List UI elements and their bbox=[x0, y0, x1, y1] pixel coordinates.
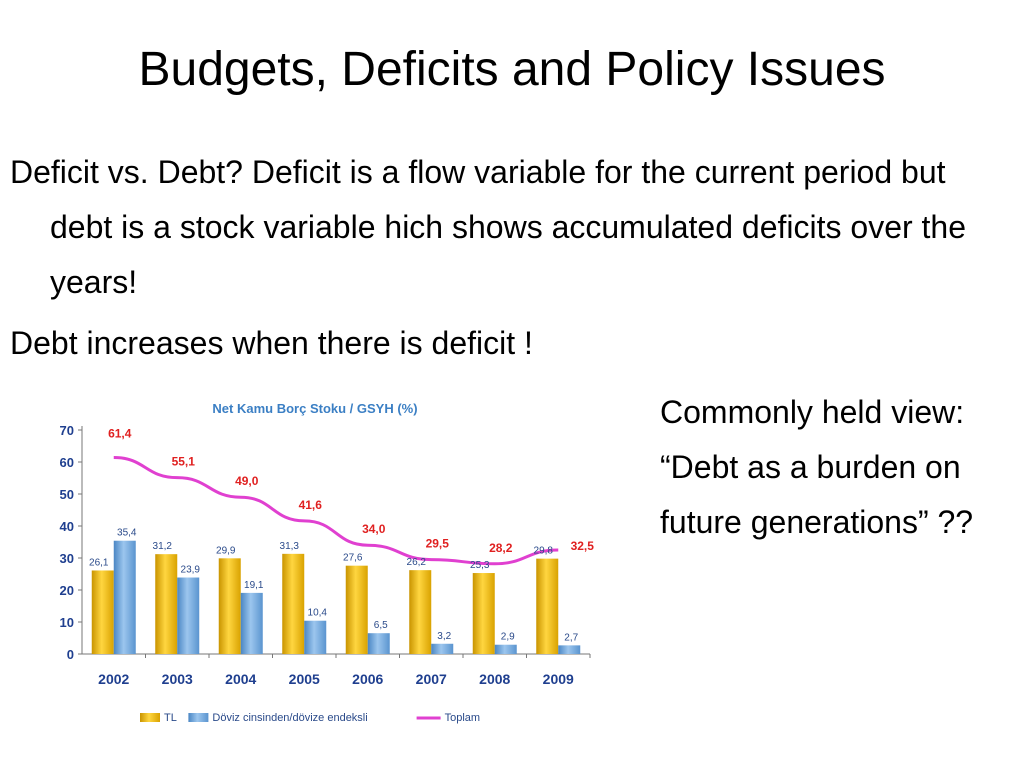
bar-d-viz-cinsinden-d-vize-endeksli bbox=[113, 540, 136, 654]
bar-value-label: 2,7 bbox=[564, 632, 578, 643]
bar-value-label: 29,8 bbox=[534, 546, 554, 557]
bar-d-viz-cinsinden-d-vize-endeksli bbox=[431, 643, 454, 654]
bar-d-viz-cinsinden-d-vize-endeksli bbox=[240, 592, 263, 654]
y-tick-label: 40 bbox=[60, 519, 74, 534]
chart-data-labels: 26,1 31,2 29,9 31,3 27,6 26,2 25,3 29,8 35,4 23,9… bbox=[89, 427, 594, 644]
x-tick-label: 2008 bbox=[479, 671, 510, 687]
legend-label: Toplam bbox=[445, 712, 480, 724]
bullet-list: Deficit vs. Debt? Deficit is a flow vari… bbox=[10, 145, 1010, 377]
bar-value-label: 26,1 bbox=[89, 557, 109, 568]
bar-value-label: 31,3 bbox=[280, 541, 300, 552]
line-value-label: 29,5 bbox=[426, 537, 450, 551]
line-value-label: 41,6 bbox=[299, 498, 323, 512]
bullet-deficit-vs-debt: Deficit vs. Debt? Deficit is a flow vari… bbox=[10, 154, 967, 300]
bar-tl bbox=[282, 553, 305, 654]
legend-swatch bbox=[188, 713, 209, 722]
bar-value-label: 3,2 bbox=[437, 631, 451, 642]
chart-legend: TL Döviz cinsinden/dövize endeksli Toplam bbox=[140, 712, 480, 724]
line-toplam bbox=[113, 456, 559, 566]
x-tick-label: 2005 bbox=[289, 671, 320, 687]
line-value-label: 61,4 bbox=[108, 427, 132, 441]
line-value-label: 28,2 bbox=[489, 541, 513, 555]
bar-tl bbox=[91, 570, 114, 654]
bar-tl bbox=[472, 573, 495, 654]
line-value-label: 32,5 bbox=[571, 539, 595, 553]
bar-d-viz-cinsinden-d-vize-endeksli bbox=[494, 644, 517, 654]
y-tick-label: 50 bbox=[60, 487, 74, 502]
bar-tl bbox=[218, 558, 241, 654]
chart-bars bbox=[91, 540, 581, 654]
legend-swatch bbox=[140, 713, 160, 722]
bar-value-label: 23,9 bbox=[181, 565, 201, 576]
line-value-label: 34,0 bbox=[362, 522, 386, 536]
y-tick-label: 20 bbox=[60, 583, 74, 598]
x-tick-label: 2002 bbox=[98, 671, 129, 687]
legend-label: TL bbox=[164, 712, 177, 724]
bar-value-label: 26,2 bbox=[407, 557, 427, 568]
bar-tl bbox=[345, 565, 368, 654]
y-tick-label: 10 bbox=[60, 615, 74, 630]
chart-line bbox=[113, 456, 559, 566]
x-tick-label: 2003 bbox=[162, 671, 193, 687]
bar-value-label: 19,1 bbox=[244, 580, 264, 591]
y-tick-label: 60 bbox=[60, 455, 74, 470]
x-tick-label: 2006 bbox=[352, 671, 383, 687]
bar-value-label: 25,3 bbox=[470, 560, 490, 571]
bar-tl bbox=[409, 570, 432, 654]
bar-value-label: 2,9 bbox=[501, 632, 515, 643]
bar-tl bbox=[536, 558, 559, 654]
x-tick-label: 2007 bbox=[416, 671, 447, 687]
chart-title: Net Kamu Borç Stoku / GSYH (%) bbox=[212, 401, 417, 416]
bar-value-label: 6,5 bbox=[374, 620, 388, 631]
y-tick-label: 30 bbox=[60, 551, 74, 566]
bar-value-label: 31,2 bbox=[153, 541, 173, 552]
bar-value-label: 35,4 bbox=[117, 528, 137, 539]
line-value-label: 49,0 bbox=[235, 474, 259, 488]
debt-chart: Net Kamu Borç Stoku / GSYH (%) 0 10 20 30 40… bbox=[60, 401, 595, 724]
bar-value-label: 27,6 bbox=[343, 553, 363, 564]
bar-value-label: 10,4 bbox=[308, 608, 328, 619]
bar-d-viz-cinsinden-d-vize-endeksli bbox=[177, 577, 200, 654]
x-tick-label: 2004 bbox=[225, 671, 256, 687]
y-tick-label: 70 bbox=[60, 423, 74, 438]
y-tick-label: 0 bbox=[67, 647, 74, 662]
bar-d-viz-cinsinden-d-vize-endeksli bbox=[558, 645, 581, 654]
bar-tl bbox=[155, 554, 178, 654]
bullet-debt-increases: Debt increases when there is deficit ! bbox=[10, 325, 533, 361]
side-note: Commonly held view: “Debt as a burden on… bbox=[660, 394, 974, 540]
chart-axes: 0 10 20 30 40 50 60 70 2002 2003 2004 2005 2006 2007 2… bbox=[60, 423, 591, 687]
bar-d-viz-cinsinden-d-vize-endeksli bbox=[304, 620, 327, 654]
bar-d-viz-cinsinden-d-vize-endeksli bbox=[367, 633, 390, 654]
slide-title: Budgets, Deficits and Policy Issues bbox=[138, 43, 886, 96]
x-tick-label: 2009 bbox=[543, 671, 574, 687]
legend-label: Döviz cinsinden/dövize endeksli bbox=[212, 712, 367, 724]
line-value-label: 55,1 bbox=[172, 455, 196, 469]
bar-value-label: 29,9 bbox=[216, 545, 236, 556]
